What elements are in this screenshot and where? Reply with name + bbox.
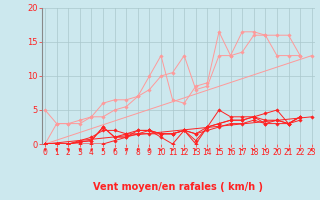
X-axis label: Vent moyen/en rafales ( km/h ): Vent moyen/en rafales ( km/h )	[93, 182, 263, 192]
